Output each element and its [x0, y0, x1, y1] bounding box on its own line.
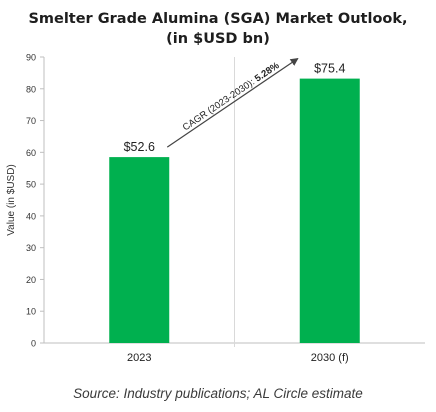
cagr-arrow: [166, 58, 299, 148]
y-tick-label: 0: [31, 339, 36, 349]
data-label: $52.6: [124, 140, 155, 154]
axes-layer: [40, 56, 425, 347]
cagr-annotation: CAGR (2023-2030): 5.28%: [181, 60, 282, 133]
bar: [109, 157, 170, 343]
y-tick-label: 70: [26, 116, 36, 126]
data-label: $75.4: [314, 62, 345, 76]
bar-chart: 0 10 20 30 40 50 60 70 80 90 Value (in $USD) 2023 $5…: [6, 53, 425, 365]
y-tick-label: 60: [26, 148, 36, 158]
y-tick-label: 20: [26, 275, 36, 285]
y-tick-label: 90: [26, 53, 36, 63]
y-tick-label: 30: [26, 243, 36, 253]
chart-title-line: Smelter Grade Alumina (SGA) Market Outlo…: [28, 11, 408, 27]
cagr-label: CAGR (2023-2030):: [181, 75, 259, 133]
x-tick-label: 2023: [127, 352, 151, 364]
y-tick-label: 40: [26, 211, 36, 221]
labels-layer: 0 10 20 30 40 50 60 70 80 90 Value (in $USD) 2023 $5…: [6, 53, 349, 365]
y-tick-label: 50: [26, 180, 36, 190]
source-note: Source: Industry publications; AL Circle…: [73, 386, 363, 401]
y-axis-title: Value (in $USD): [6, 164, 17, 236]
y-tick-label: 10: [26, 307, 36, 317]
bars-layer: [109, 78, 360, 343]
chart-title: Smelter Grade Alumina (SGA) Market Outlo…: [0, 9, 436, 49]
x-tick-label: 2030 (f): [311, 352, 349, 364]
y-tick-label: 80: [26, 84, 36, 94]
bar: [299, 78, 360, 343]
chart-subtitle: (in $USD bn): [166, 31, 270, 47]
